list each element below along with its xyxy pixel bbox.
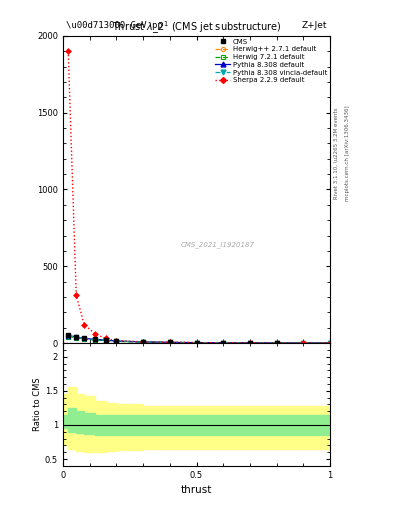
Text: mcplots.cern.ch [arXiv:1306.3436]: mcplots.cern.ch [arXiv:1306.3436] bbox=[345, 106, 350, 201]
Y-axis label: Ratio to CMS: Ratio to CMS bbox=[33, 378, 42, 431]
Text: \u00d713000 GeV pp: \u00d713000 GeV pp bbox=[66, 20, 162, 30]
Legend: CMS, Herwig++ 2.7.1 default, Herwig 7.2.1 default, Pythia 8.308 default, Pythia : CMS, Herwig++ 2.7.1 default, Herwig 7.2.… bbox=[214, 38, 328, 84]
X-axis label: thrust: thrust bbox=[181, 485, 212, 495]
Text: Z+Jet: Z+Jet bbox=[302, 20, 327, 30]
Text: Rivet 3.1.10, \u2265 3.2M events: Rivet 3.1.10, \u2265 3.2M events bbox=[334, 108, 338, 199]
Text: CMS_2021_I1920187: CMS_2021_I1920187 bbox=[181, 241, 255, 248]
Title: Thrust $\lambda\_2^{1}$ (CMS jet substructure): Thrust $\lambda\_2^{1}$ (CMS jet substru… bbox=[112, 19, 281, 36]
